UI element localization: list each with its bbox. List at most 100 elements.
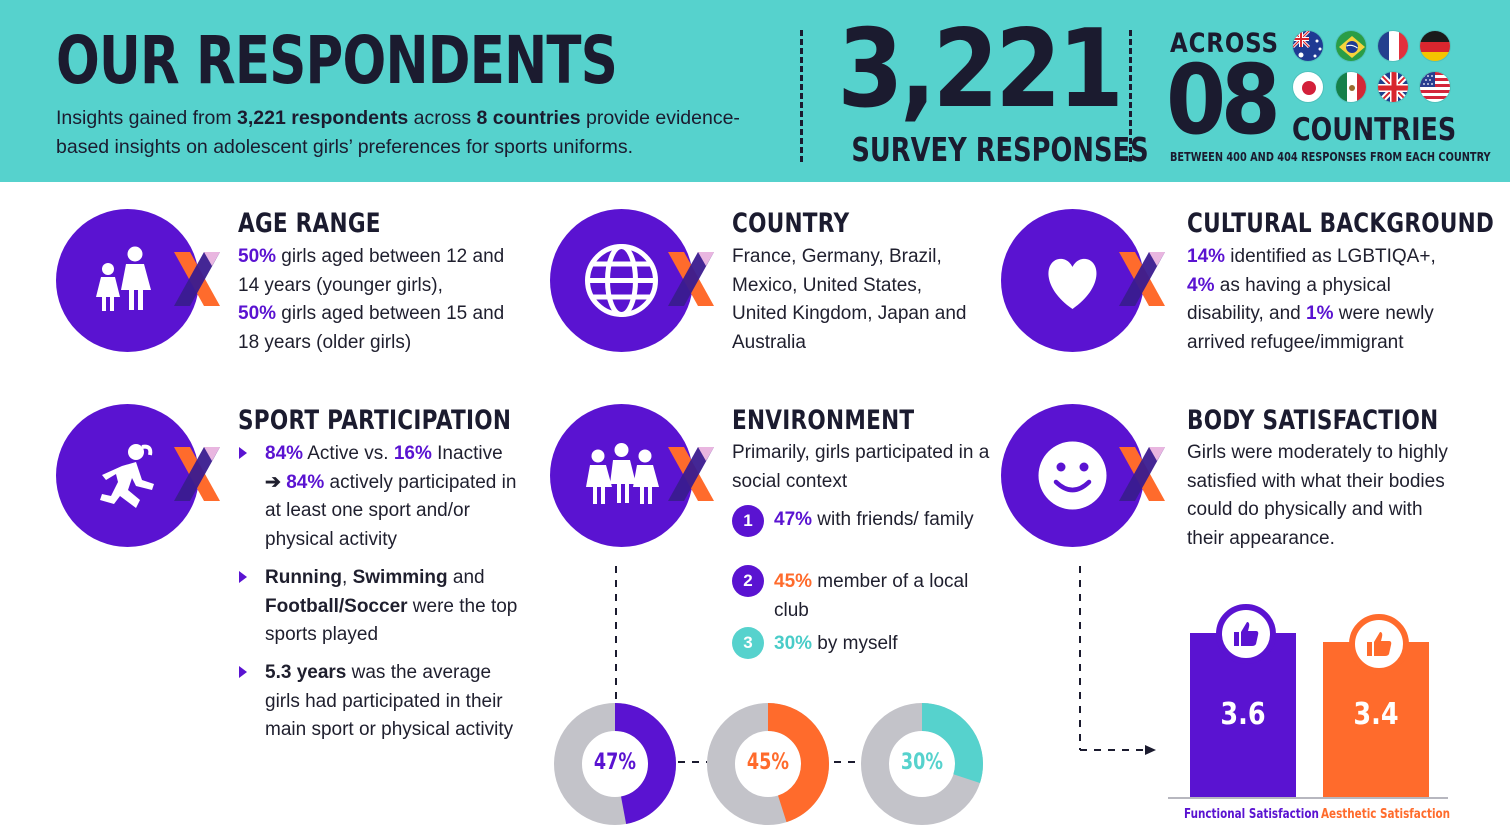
x-brand-icon bbox=[668, 252, 714, 306]
sport-swimming: Swimming bbox=[352, 567, 448, 588]
environment-item-friends: 47% with friends/ family bbox=[774, 506, 994, 535]
country-title: COUNTRY bbox=[732, 208, 850, 239]
sport-bullet-years: 5.3 years was the average girls had part… bbox=[239, 659, 530, 745]
x-brand-icon bbox=[668, 447, 714, 501]
thumbs-up-icon bbox=[1216, 604, 1276, 664]
environment-badge-1: 1 bbox=[732, 505, 764, 537]
environment-badge-3: 3 bbox=[732, 627, 764, 659]
culture-text: 14% identified as LGBTIQA+, 4% as having … bbox=[1187, 243, 1462, 357]
uk-flag bbox=[1377, 71, 1409, 103]
culture-disability-text: as having a physical disability, and bbox=[1187, 274, 1391, 325]
x-brand-icon bbox=[174, 252, 220, 306]
bullet-triangle-icon bbox=[239, 571, 247, 583]
sport-running: Running bbox=[265, 567, 343, 588]
country-count: 08 bbox=[1166, 44, 1281, 156]
australia-flag bbox=[1292, 30, 1324, 62]
sport-circle bbox=[56, 404, 199, 547]
germany-flag bbox=[1419, 30, 1451, 62]
age-older-text: girls aged between 15 and 18 years (olde… bbox=[238, 303, 505, 353]
culture-pct-lgbtiqa: 14% bbox=[1187, 246, 1226, 267]
environment-badge-2: 2 bbox=[732, 565, 764, 597]
intro-part: provide evidence-based insights on adole… bbox=[56, 107, 740, 158]
sport-text: and bbox=[447, 567, 485, 588]
header-banner: OUR RESPONDENTS Insights gained from 3,2… bbox=[0, 0, 1510, 182]
environment-circle bbox=[550, 404, 693, 547]
age-pct-older: 50% bbox=[238, 303, 277, 324]
japan-flag bbox=[1292, 71, 1324, 103]
sport-text: , bbox=[342, 567, 353, 588]
environment-pct: 45% bbox=[774, 571, 813, 592]
intro-part: across bbox=[408, 107, 477, 129]
bar-value-functional: 3.6 bbox=[1220, 697, 1266, 732]
culture-lgbtiqa-text: identified as LGBTIQA+, bbox=[1225, 246, 1436, 267]
sport-football: Football/Soccer bbox=[265, 595, 408, 617]
intro-part: Insights gained from bbox=[56, 107, 238, 129]
sport-bullet-activity: 84% Active vs. 16% Inactive ➔ 84% activel… bbox=[239, 440, 530, 554]
sport-text: actively participated in at least one sp… bbox=[265, 471, 517, 550]
donut-segment bbox=[554, 703, 676, 825]
range-note: BETWEEN 400 AND 404 RESPONSES FROM EACH … bbox=[1170, 149, 1491, 164]
mexico-flag bbox=[1335, 71, 1367, 103]
country-text: France, Germany, Brazil, Mexico, United … bbox=[732, 246, 967, 353]
countries-label: COUNTRIES bbox=[1292, 112, 1457, 148]
body-circle bbox=[1001, 404, 1144, 547]
donut-segment bbox=[707, 703, 829, 825]
sport-text: were the top sports played bbox=[265, 595, 518, 646]
x-brand-icon bbox=[1119, 447, 1165, 501]
body-title: BODY SATISFACTION bbox=[1187, 405, 1439, 436]
globe-icon bbox=[585, 244, 658, 317]
environment-pct: 47% bbox=[774, 509, 813, 530]
across-label: ACROSS bbox=[1170, 28, 1279, 59]
sport-years: 5.3 years bbox=[265, 662, 347, 683]
sport-bullet-top-sports: Running, Swimming and Football/Soccer we… bbox=[239, 564, 530, 650]
environment-title: ENVIRONMENT bbox=[732, 405, 915, 436]
environment-intro: Primarily, girls participated in a socia… bbox=[732, 442, 990, 492]
sport-title: SPORT PARTICIPATION bbox=[238, 405, 512, 436]
age-younger-text: girls aged between 12 and 14 years (youn… bbox=[238, 246, 505, 296]
environment-item-myself: 30% by myself bbox=[774, 630, 994, 659]
sport-pct-inactive: 16% bbox=[393, 443, 432, 464]
environment-item-text: by myself bbox=[812, 633, 898, 654]
environment-item-text: with friends/ family bbox=[812, 509, 974, 530]
body-text: Girls were moderately to highly satisfie… bbox=[1187, 442, 1448, 549]
bar-value-aesthetic: 3.4 bbox=[1353, 697, 1399, 732]
culture-pct-disability: 4% bbox=[1187, 274, 1215, 296]
sport-bullet-text: 5.3 years was the average girls had part… bbox=[265, 659, 530, 745]
bullet-triangle-icon bbox=[239, 666, 247, 678]
group-icon bbox=[586, 443, 659, 504]
age-title: AGE RANGE bbox=[238, 208, 381, 239]
x-brand-icon bbox=[174, 447, 220, 501]
intro-countries: 8 countries bbox=[476, 107, 581, 129]
girls-icon bbox=[96, 246, 151, 311]
usa-flag bbox=[1419, 71, 1451, 103]
runner-icon bbox=[100, 444, 154, 508]
bar-baseline bbox=[1168, 797, 1448, 799]
donut-label-myself: 30% bbox=[900, 750, 944, 775]
donut-label-club: 45% bbox=[746, 750, 790, 775]
france-flag bbox=[1377, 30, 1409, 62]
environment-item-club: 45% member of a local club bbox=[774, 568, 974, 625]
sport-pct-participated: 84% bbox=[286, 471, 325, 493]
culture-pct-refugee: 1% bbox=[1306, 303, 1334, 324]
sport-bullet-text: 84% Active vs. 16% Inactive ➔ 84% activel… bbox=[265, 440, 530, 554]
survey-count: 3,221 bbox=[837, 7, 1124, 132]
arrow-icon: ➔ bbox=[265, 471, 287, 493]
culture-refugee-text: were newly arrived refugee/immigrant bbox=[1187, 303, 1434, 353]
sport-bullet-text: Running, Swimming and Football/Soccer we… bbox=[265, 564, 530, 650]
heart-icon bbox=[1048, 258, 1097, 309]
sport-text: Active vs. bbox=[303, 443, 394, 464]
environment-pct: 30% bbox=[774, 633, 813, 654]
environment-item-text: member of a local club bbox=[774, 571, 969, 621]
culture-title: CULTURAL BACKGROUND bbox=[1187, 208, 1495, 239]
bar-label-functional: Functional Satisfaction bbox=[1184, 807, 1319, 822]
bullet-triangle-icon bbox=[239, 447, 247, 459]
age-circle bbox=[56, 209, 199, 352]
intro-respondents: 3,221 respondents bbox=[237, 107, 409, 129]
donut-label-friends: 47% bbox=[593, 750, 637, 775]
header-divider bbox=[800, 30, 803, 162]
intro-text: Insights gained from 3,221 respondents a… bbox=[56, 104, 786, 162]
sport-text: was the average girls had participated i… bbox=[265, 662, 514, 740]
age-text: 50% girls aged between 12 and 14 years (… bbox=[238, 243, 518, 357]
brazil-flag bbox=[1335, 30, 1367, 62]
